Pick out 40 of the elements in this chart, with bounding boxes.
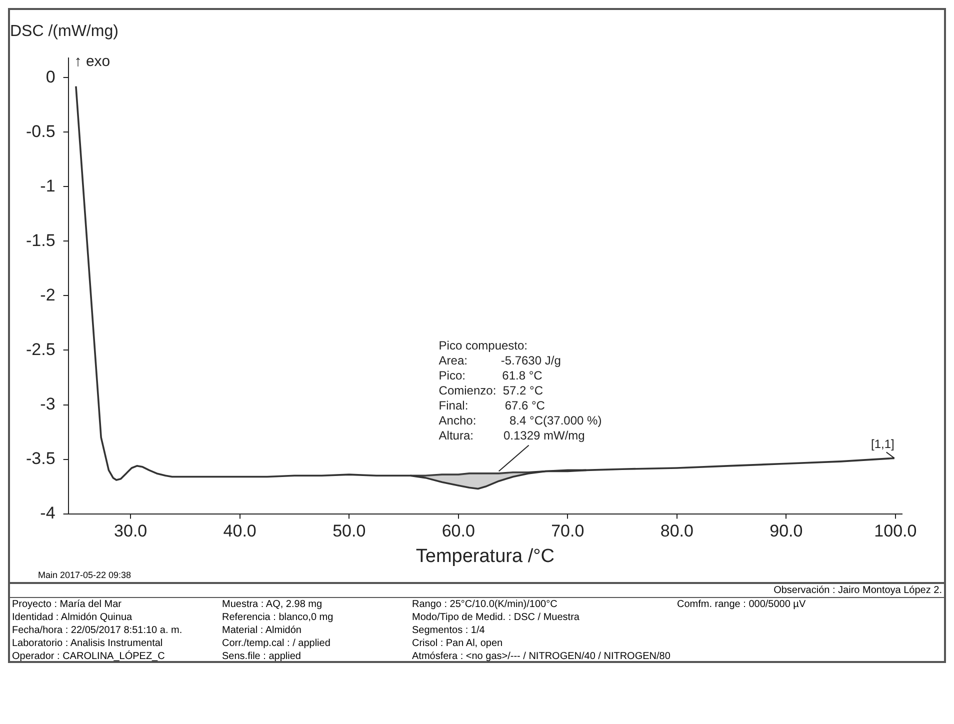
y-tick-label: -4 — [40, 503, 56, 522]
y-tick-label: -3 — [40, 394, 56, 414]
annotation: [1,1] — [870, 437, 894, 452]
y-tick-label: 0 — [46, 67, 56, 86]
text: Muestra : AQ, 2.98 mg — [221, 598, 324, 611]
text: Observación : Jairo Montoya López 2. — [8, 582, 946, 597]
text: Identidad : Almidón Quinua — [11, 611, 134, 624]
text: Laboratorio : Analisis Instrumental — [11, 637, 164, 650]
x-axis-title: Temperatura /°C — [416, 546, 554, 567]
text: Modo/Tipo de Medid. : DSC / Muestra — [411, 611, 580, 624]
text: Segmentos : 1/4 — [411, 624, 486, 637]
x-tick-label: 50.0 — [332, 522, 366, 541]
text: Crisol : Pan Al, open — [411, 637, 504, 650]
text: Comfm. range : 000/5000 µV — [676, 598, 807, 611]
x-tick-label: 80.0 — [660, 522, 694, 541]
text: Material : Almidón — [221, 624, 302, 637]
text: Proyecto : María del Mar — [11, 598, 122, 611]
text: Main 2017-05-22 09:38 — [37, 569, 132, 582]
text: Corr./temp.cal : / applied — [221, 637, 332, 650]
text: Rango : 25°C/10.0(K/min)/100°C — [411, 598, 558, 611]
y-tick-label: -2 — [40, 285, 56, 304]
x-tick-label: 40.0 — [223, 522, 256, 541]
text: Operador : CAROLINA_LÓPEZ_C — [11, 650, 166, 663]
x-tick-label: 60.0 — [442, 522, 475, 541]
x-tick-label: 70.0 — [551, 522, 584, 541]
y-tick-label: -1.5 — [26, 230, 56, 250]
text: Sens.file : applied — [221, 650, 302, 663]
y-tick-label: -3.5 — [26, 448, 56, 468]
y-tick-label: -0.5 — [26, 122, 56, 141]
x-tick-label: 30.0 — [114, 522, 148, 541]
x-tick-label: 90.0 — [770, 522, 803, 541]
text: Atmósfera : <no gas>/--- / NITROGEN/40 / NITROGEN/80 — [411, 650, 672, 663]
x-tick-label: 100.0 — [874, 522, 917, 541]
annotation: ↑ exo — [74, 53, 110, 70]
annotation: Pico compuesto: Area: -5.7630 J/g Pico: 61.8 °C Comienzo: 57.2 °C Final: 67.6 °C Ancho: 8.4 °C(37.000 %) Altura: 0.1329 mW/mg — [438, 338, 602, 442]
text: Fecha/hora : 22/05/2017 8:51:10 a. m. — [11, 624, 184, 637]
y-axis-title: DSC /(mW/mg) — [10, 23, 118, 40]
text: Referencia : blanco,0 mg — [221, 611, 334, 624]
y-tick-label: -1 — [40, 176, 56, 196]
y-tick-label: -2.5 — [26, 340, 56, 359]
